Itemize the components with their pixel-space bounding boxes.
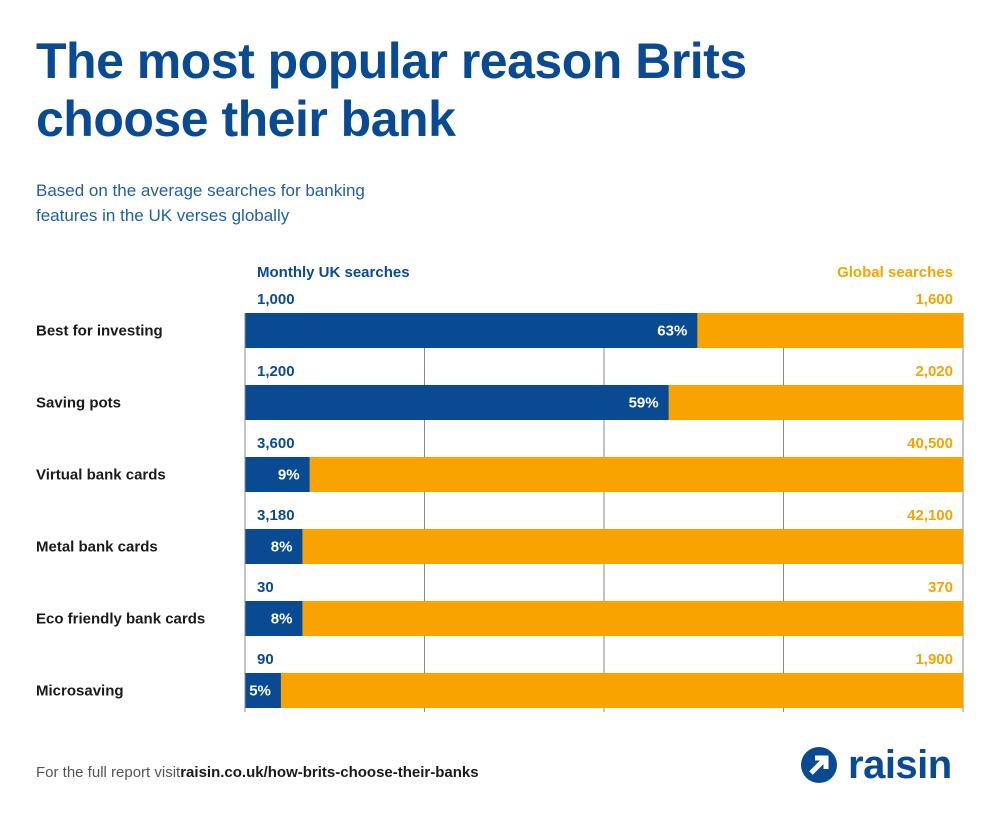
raisin-arrow-logo-icon <box>801 747 837 783</box>
bar-uk <box>245 601 303 636</box>
global-searches-label: 42,100 <box>907 507 953 524</box>
category-label: Microsaving <box>36 683 124 700</box>
category-label: Metal bank cards <box>36 539 158 556</box>
category-label: Saving pots <box>36 395 121 412</box>
uk-searches-label: 1,000 <box>257 291 295 308</box>
percent-label: 8% <box>271 539 293 556</box>
footer: For the full report visitraisin.co.uk/ho… <box>36 764 479 781</box>
uk-searches-label: 90 <box>257 651 274 668</box>
bar-global <box>245 601 963 636</box>
bar-uk <box>245 457 310 492</box>
percent-label: 8% <box>271 611 293 628</box>
global-searches-label: 1,600 <box>915 291 953 308</box>
percent-label: 5% <box>249 683 271 700</box>
bar-global <box>245 457 963 492</box>
bar-uk <box>245 385 669 420</box>
uk-searches-label: 3,600 <box>257 435 295 452</box>
footer-text: For the full report visit <box>36 764 181 781</box>
category-label: Virtual bank cards <box>36 467 166 484</box>
percent-label: 9% <box>278 467 300 484</box>
bar-uk <box>245 673 281 708</box>
bar-chart: 63% Best for investing 1,000 1,600 59% Saving… <box>36 291 964 712</box>
report-link[interactable]: raisin.co.uk/how-brits-choose-their-bank… <box>180 764 479 781</box>
subtitle: Based on the average searches for bankin… <box>36 181 365 225</box>
global-searches-label: 2,020 <box>915 363 953 380</box>
uk-searches-label: 30 <box>257 579 274 596</box>
uk-searches-label: 3,180 <box>257 507 295 524</box>
global-searches-label: 1,900 <box>915 651 953 668</box>
bar-global <box>245 529 963 564</box>
global-searches-label: 40,500 <box>907 435 953 452</box>
global-searches-label: 370 <box>928 579 953 596</box>
percent-label: 63% <box>657 323 687 340</box>
category-label: Eco friendly bank cards <box>36 611 205 628</box>
raisin-logo: raisin <box>800 742 952 788</box>
bar-global <box>245 673 963 708</box>
category-label: Best for investing <box>36 323 163 340</box>
legend-global-searches: Global searches <box>837 264 953 281</box>
raisin-wordmark: raisin <box>848 743 952 787</box>
legend-uk-searches: Monthly UK searches <box>257 264 410 281</box>
uk-searches-label: 1,200 <box>257 363 295 380</box>
page-title: The most popular reason Brits choose the… <box>36 33 747 147</box>
bar-uk <box>245 313 698 348</box>
bar-uk <box>245 529 303 564</box>
percent-label: 59% <box>629 395 659 412</box>
